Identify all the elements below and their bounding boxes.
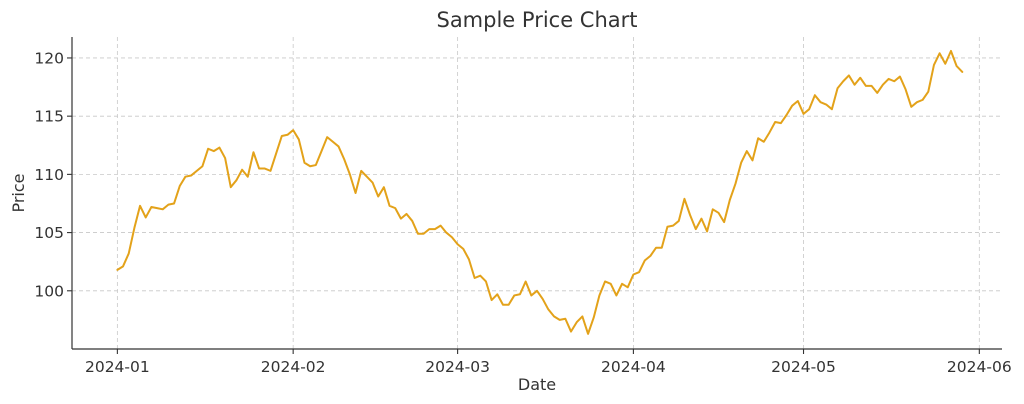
y-tick-label: 110 <box>34 166 64 184</box>
grid <box>72 37 1002 349</box>
x-tick-label: 2024-04 <box>601 358 666 376</box>
y-axis-ticks: 100 105 110 115 120 <box>34 49 72 300</box>
x-tick-label: 2024-01 <box>85 358 150 376</box>
y-axis-title: Price <box>9 173 28 212</box>
y-tick-label: 120 <box>34 49 64 67</box>
y-tick-label: 115 <box>34 108 64 126</box>
x-tick-label: 2024-06 <box>947 358 1012 376</box>
x-tick-label: 2024-02 <box>261 358 326 376</box>
y-tick-label: 105 <box>34 224 64 242</box>
x-tick-label: 2024-03 <box>425 358 490 376</box>
axes <box>71 37 1002 350</box>
series-layer <box>116 49 964 335</box>
x-tick-label: 2024-05 <box>771 358 836 376</box>
x-axis-ticks: 2024-01 2024-02 2024-03 2024-04 2024-05 2024-… <box>85 349 1012 376</box>
chart-title: Sample Price Chart <box>436 8 637 32</box>
x-axis-title: Date <box>518 375 556 394</box>
y-tick-label: 100 <box>34 282 64 300</box>
price-series-line <box>116 49 964 335</box>
